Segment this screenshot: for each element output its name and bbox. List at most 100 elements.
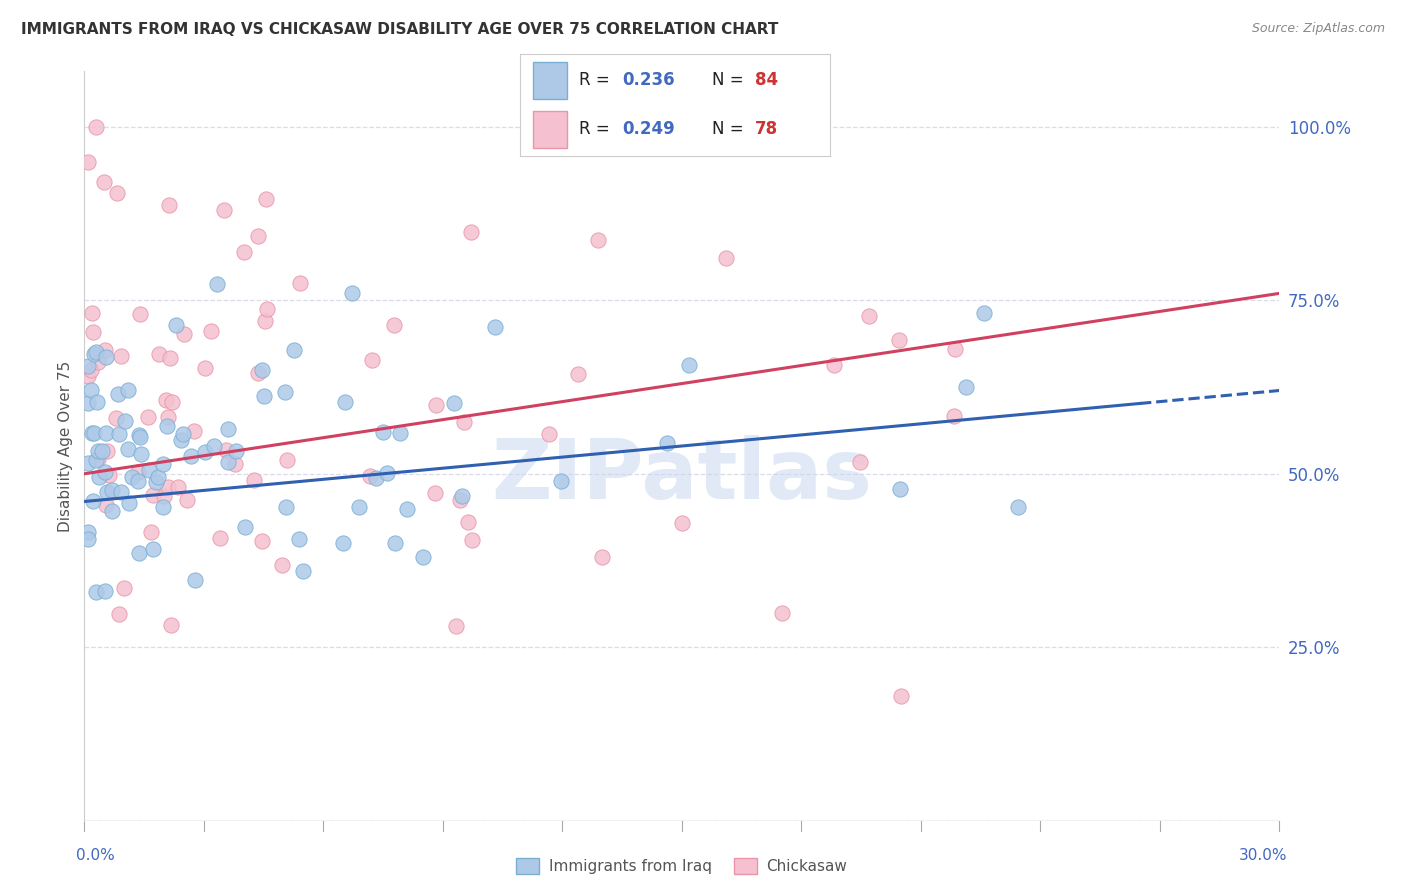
Point	[87, 470, 110, 484]
Point	[82, 426, 104, 441]
Point	[215, 443, 238, 458]
Point	[247, 366, 270, 380]
Legend: Immigrants from Iraq, Chickasaw: Immigrants from Iraq, Chickasaw	[510, 852, 853, 880]
Point	[84, 453, 107, 467]
Point	[110, 484, 132, 499]
Point	[340, 286, 363, 301]
Point	[202, 439, 225, 453]
Point	[889, 482, 911, 496]
Point	[276, 453, 298, 467]
Point	[83, 426, 105, 441]
Point	[94, 583, 117, 598]
Point	[129, 430, 152, 444]
Point	[107, 387, 129, 401]
Point	[141, 524, 163, 539]
Point	[173, 327, 195, 342]
Point	[205, 277, 228, 291]
Point	[77, 532, 100, 546]
Point	[449, 493, 471, 508]
Point	[142, 488, 165, 502]
Point	[889, 333, 911, 347]
Point	[155, 392, 177, 407]
Point	[117, 383, 139, 397]
Point	[94, 350, 117, 364]
Point	[451, 489, 474, 503]
Point	[183, 424, 205, 438]
Point	[823, 358, 845, 372]
Point	[290, 276, 312, 290]
Point	[97, 468, 120, 483]
Point	[160, 618, 183, 632]
Point	[142, 542, 165, 557]
Point	[412, 549, 434, 564]
Point	[184, 574, 207, 588]
Point	[586, 233, 609, 247]
Point	[94, 498, 117, 512]
Point	[77, 359, 100, 374]
Point	[714, 251, 737, 265]
Point	[77, 369, 100, 384]
Point	[160, 395, 183, 409]
Y-axis label: Disability Age Over 75: Disability Age Over 75	[58, 360, 73, 532]
Point	[382, 318, 405, 332]
Point	[256, 302, 278, 317]
Point	[288, 532, 311, 546]
Point	[217, 455, 239, 469]
Point	[858, 310, 880, 324]
Point	[567, 367, 589, 381]
Point	[172, 427, 194, 442]
Point	[82, 325, 104, 339]
Point	[461, 533, 484, 548]
Point	[849, 455, 872, 469]
Point	[87, 355, 110, 369]
Point	[425, 398, 447, 412]
Point	[91, 443, 114, 458]
Point	[242, 473, 264, 487]
Point	[484, 320, 506, 334]
Text: R =: R =	[579, 71, 614, 89]
Point	[112, 581, 135, 595]
Point	[127, 474, 149, 488]
Point	[254, 314, 277, 328]
Point	[156, 409, 179, 424]
Text: 84: 84	[755, 71, 779, 89]
Point	[396, 502, 419, 516]
Point	[250, 533, 273, 548]
Point	[156, 418, 179, 433]
Point	[127, 465, 149, 479]
Point	[136, 409, 159, 424]
Point	[110, 349, 132, 363]
Point	[86, 344, 108, 359]
Point	[194, 360, 217, 375]
Text: 0.236: 0.236	[623, 71, 675, 89]
Point	[678, 358, 700, 372]
Point	[955, 379, 977, 393]
Point	[377, 466, 399, 480]
Point	[271, 558, 294, 573]
Point	[138, 463, 160, 477]
Point	[146, 469, 169, 483]
Point	[104, 410, 127, 425]
Text: 30.0%: 30.0%	[1239, 848, 1288, 863]
Point	[105, 186, 128, 200]
Point	[217, 422, 239, 436]
Point	[388, 426, 411, 441]
Text: N =: N =	[711, 120, 749, 138]
Text: Source: ZipAtlas.com: Source: ZipAtlas.com	[1251, 22, 1385, 36]
Point	[100, 504, 122, 518]
Point	[114, 414, 136, 428]
Text: 78: 78	[755, 120, 779, 138]
Point	[224, 457, 246, 471]
Point	[77, 154, 100, 169]
Point	[157, 198, 180, 212]
Point	[212, 203, 235, 218]
Point	[209, 531, 232, 545]
Point	[159, 351, 181, 365]
Point	[180, 450, 202, 464]
Point	[671, 516, 693, 531]
Point	[457, 515, 479, 529]
Point	[86, 584, 108, 599]
Point	[101, 483, 124, 498]
Point	[93, 343, 115, 358]
Point	[943, 409, 966, 424]
